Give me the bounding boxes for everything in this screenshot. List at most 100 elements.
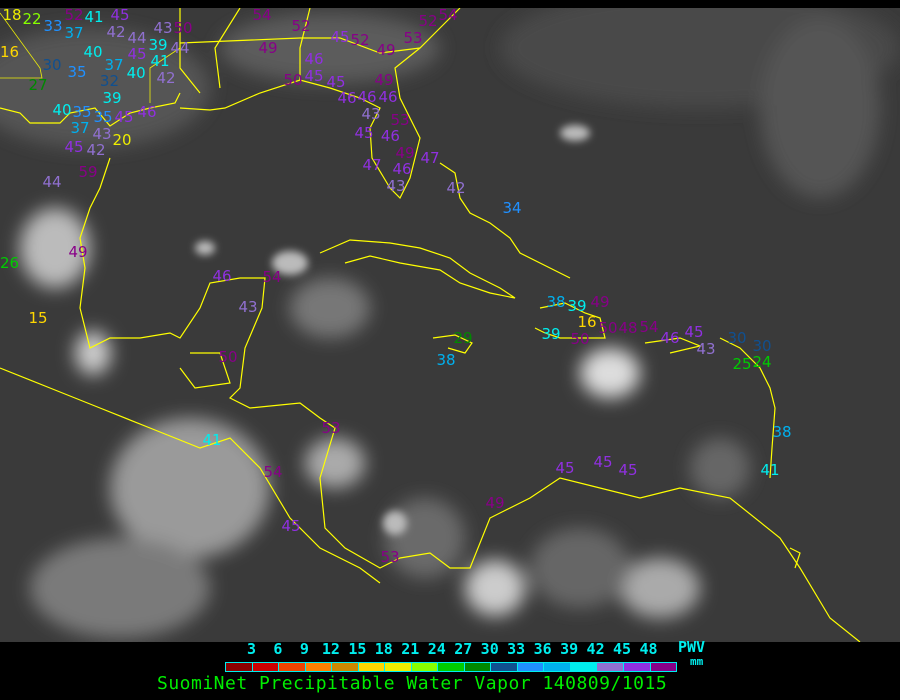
station-pwv-value: 40 [52,100,72,119]
station-pwv-value: 45 [127,44,147,63]
station-pwv-value: 37 [104,55,124,74]
legend-tick-label: 15 [348,640,367,658]
station-pwv-value: 43 [696,339,716,358]
legend-tick-label: 42 [586,640,605,658]
station-pwv-value: 54 [639,317,659,336]
station-pwv-value: 52 [418,11,438,30]
station-pwv-value: 30 [727,328,747,347]
station-pwv-value: 49 [485,493,505,512]
station-pwv-value: 33 [43,16,63,35]
station-pwv-value: 46 [212,266,232,285]
color-bar-segment [491,663,518,671]
color-bar-segment [517,663,545,671]
color-bar-segment [411,663,439,671]
legend-unit: mm [690,655,704,668]
station-pwv-value: 35 [93,107,113,126]
legend-tick-label: 39 [560,640,579,658]
station-pwv-value: 52 [291,16,311,35]
station-pwv-value: 59 [78,162,98,181]
station-pwv-value: 45 [684,322,704,341]
station-pwv-value: 38 [436,350,456,369]
station-pwv-value: 45 [326,72,346,91]
station-pwv-value: 16 [577,312,597,331]
legend-tick-label: 21 [401,640,420,658]
station-pwv-value: 46 [137,102,157,121]
station-pwv-value: 50 [570,329,590,348]
station-pwv-value: 37 [64,23,84,42]
station-pwv-value: 38 [772,422,792,441]
station-pwv-value: 43 [238,297,258,316]
station-pwv-value: 50 [283,70,303,89]
station-pwv-value: 29 [453,328,473,347]
color-bar-segment [385,663,412,671]
station-pwv-value: 45 [618,460,638,479]
station-pwv-value: 43 [361,104,381,123]
station-pwv-value: 50 [218,347,238,366]
color-bar-segment [570,663,598,671]
station-pwv-value: 25 [732,354,752,373]
station-pwv-value: 45 [114,107,134,126]
clouds [0,8,900,638]
station-pwv-value: 42 [86,140,106,159]
station-pwv-value: 38 [546,292,566,311]
station-pwv-value: 35 [72,102,92,121]
station-pwv-value: 41 [202,430,222,449]
legend-tick-label: 33 [507,640,526,658]
station-pwv-value: 49 [374,70,394,89]
station-pwv-value: 46 [304,49,324,68]
station-pwv-value: 42 [106,22,126,41]
station-pwv-value: 43 [92,124,112,143]
station-pwv-value: 41 [84,7,104,26]
legend-tick-label: 45 [613,640,632,658]
map-title: SuomiNet Precipitable Water Vapor 140809… [157,673,668,694]
station-pwv-value: 49 [258,38,278,57]
color-bar-segment [358,663,386,671]
station-pwv-value: 45 [593,452,613,471]
color-bar-segment [252,663,280,671]
station-pwv-value: 27 [28,75,48,94]
station-pwv-value: 47 [362,155,382,174]
station-pwv-value: 43 [153,18,173,37]
station-pwv-value: 54 [252,6,272,24]
station-pwv-value: 41 [760,460,780,479]
station-pwv-value: 34 [502,198,522,217]
station-pwv-value: 46 [378,87,398,106]
station-pwv-value: 50 [598,318,618,337]
station-pwv-value: 46 [380,126,400,145]
station-pwv-value: 49 [590,292,610,311]
station-pwv-value: 44 [170,38,190,57]
station-pwv-value: 53 [403,28,423,47]
color-bar-segment [544,663,571,671]
legend-tick-label: 24 [427,640,446,658]
station-pwv-value: 35 [67,62,87,81]
color-bar-segment [464,663,492,671]
legend-tick-label: 48 [639,640,658,658]
station-pwv-value: 54 [263,462,283,481]
color-bar-segment [332,663,359,671]
station-pwv-value: 39 [567,296,587,315]
station-pwv-value: 46 [337,88,357,107]
legend-tick-label: 9 [299,640,309,658]
station-pwv-value: 54 [438,6,458,24]
color-bar-segment [650,663,677,671]
station-pwv-value: 45 [330,27,350,46]
legend-tick-label: 6 [273,640,283,658]
station-pwv-value: 40 [83,42,103,61]
station-pwv-value: 20 [112,130,132,149]
legend-tick-label: 36 [533,640,552,658]
station-pwv-value: 44 [42,172,62,191]
color-bar-segment [597,663,624,671]
legend-tick-label: 27 [454,640,473,658]
station-pwv-value: 42 [156,68,176,87]
station-pwv-value: 49 [68,242,88,261]
station-pwv-value: 45 [64,137,84,156]
color-bar-segment [623,663,651,671]
station-pwv-value: 49 [395,143,415,162]
station-pwv-value: 46 [392,159,412,178]
station-pwv-value: 43 [386,176,406,195]
station-pwv-value: 53 [390,110,410,129]
station-pwv-value: 32 [99,71,119,90]
station-pwv-value: 46 [660,328,680,347]
station-pwv-value: 52 [350,30,370,49]
